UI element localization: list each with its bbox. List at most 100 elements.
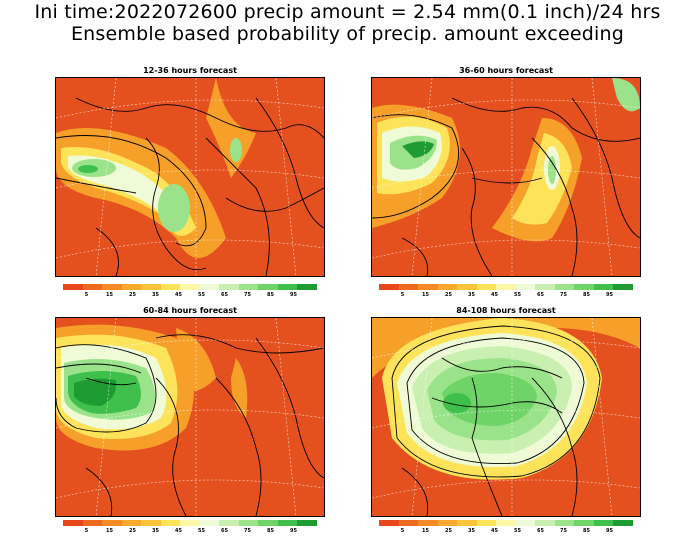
panel-title: 12-36 hours forecast <box>143 66 237 75</box>
colorbar-segment <box>219 520 239 526</box>
colorbar-segment <box>180 520 200 526</box>
colorbar-label: 85 <box>583 528 590 534</box>
colorbar-segment <box>613 284 633 290</box>
colorbar-segment <box>180 284 200 290</box>
colorbar-segment <box>496 284 516 290</box>
colorbar-label: 75 <box>244 528 251 534</box>
colorbar-segment <box>160 284 181 290</box>
colorbar-label: 15 <box>422 528 429 534</box>
colorbar-labels-1: 5 15 25 35 45 55 65 75 85 95 <box>75 292 305 298</box>
colorbar-labels-2: 5 15 25 35 45 55 65 75 85 95 <box>391 292 621 298</box>
colorbar-segment <box>398 284 419 290</box>
colorbar-label: 5 <box>400 528 405 534</box>
colorbar-label: 75 <box>244 292 251 298</box>
colorbar-label: 45 <box>175 528 182 534</box>
colorbar-segment <box>593 284 614 290</box>
panel-title: 60-84 hours forecast <box>143 306 237 315</box>
map-84-108 <box>371 317 641 517</box>
colorbar-segment <box>121 284 142 290</box>
colorbar-segment <box>63 284 83 290</box>
colorbar-segment <box>238 520 259 526</box>
colorbar-segment <box>457 284 477 290</box>
colorbar-segment <box>535 520 555 526</box>
colorbar-label: 95 <box>290 528 297 534</box>
title-line-2: Ensemble based probability of precip. am… <box>70 23 625 45</box>
colorbar-label: 95 <box>606 528 613 534</box>
colorbar-segment <box>379 520 399 526</box>
colorbar-segment <box>277 284 298 290</box>
colorbar-segment <box>219 284 239 290</box>
colorbar-segment <box>515 520 536 526</box>
colorbar-label: 35 <box>468 292 475 298</box>
colorbar-label: 35 <box>468 528 475 534</box>
colorbar-segment <box>277 520 298 526</box>
colorbar-label: 55 <box>198 292 205 298</box>
colorbar-label: 5 <box>84 292 89 298</box>
colorbar-label: 85 <box>267 292 274 298</box>
colorbar-label: 65 <box>221 528 228 534</box>
colorbar-label: 25 <box>445 528 452 534</box>
colorbar-label: 45 <box>175 292 182 298</box>
colorbar-labels-3: 5 15 25 35 45 55 65 75 85 95 <box>75 528 305 534</box>
colorbar-segment <box>297 284 317 290</box>
colorbar-label: 25 <box>129 528 136 534</box>
map-36-60 <box>371 77 641 277</box>
colorbar-segment <box>141 284 161 290</box>
colorbar-segment <box>102 284 122 290</box>
colorbar-segment <box>496 520 516 526</box>
colorbar-label: 55 <box>514 292 521 298</box>
colorbar-segment <box>437 520 458 526</box>
colorbar-4 <box>379 520 633 529</box>
colorbar-label: 15 <box>106 528 113 534</box>
colorbar-segment <box>102 520 122 526</box>
colorbar-segment <box>418 284 438 290</box>
colorbar-label: 25 <box>445 292 452 298</box>
colorbar-label: 65 <box>537 528 544 534</box>
colorbar-segment <box>199 520 220 526</box>
title-line-1: Ini time:2022072600 precip amount = 2.54… <box>34 1 661 23</box>
colorbar-label: 85 <box>267 528 274 534</box>
colorbar-segment <box>554 284 575 290</box>
colorbar-segment <box>82 284 103 290</box>
colorbar-label: 5 <box>400 292 405 298</box>
colorbar-label: 45 <box>491 528 498 534</box>
colorbar-label: 65 <box>221 292 228 298</box>
colorbar-segment <box>515 284 536 290</box>
colorbar-segment <box>476 520 497 526</box>
panel-title: 84-108 hours forecast <box>456 306 556 315</box>
colorbar-segment <box>199 284 220 290</box>
colorbar-label: 75 <box>560 292 567 298</box>
colorbar-label: 55 <box>514 528 521 534</box>
colorbar-label: 65 <box>537 292 544 298</box>
colorbar-segment <box>613 520 633 526</box>
colorbar-label: 45 <box>491 292 498 298</box>
colorbar-segment <box>258 284 278 290</box>
colorbar-segment <box>297 520 317 526</box>
colorbar-segment <box>418 520 438 526</box>
colorbar-segment <box>379 284 399 290</box>
map-12-36 <box>55 77 325 277</box>
colorbar-label: 55 <box>198 528 205 534</box>
colorbar-segment <box>574 284 594 290</box>
colorbar-segment <box>574 520 594 526</box>
colorbar-segment <box>535 284 555 290</box>
colorbar-label: 25 <box>129 292 136 298</box>
colorbar-label: 75 <box>560 528 567 534</box>
colorbar-label: 15 <box>106 292 113 298</box>
colorbar-segment <box>82 520 103 526</box>
colorbar-segment <box>398 520 419 526</box>
colorbar-segment <box>141 520 161 526</box>
panel-title: 36-60 hours forecast <box>459 66 553 75</box>
colorbar-segment <box>554 520 575 526</box>
colorbar-segment <box>437 284 458 290</box>
colorbar-segment <box>476 284 497 290</box>
colorbar-label: 15 <box>422 292 429 298</box>
colorbar-segment <box>593 520 614 526</box>
colorbar-label: 95 <box>606 292 613 298</box>
colorbar-segment <box>238 284 259 290</box>
colorbar-label: 85 <box>583 292 590 298</box>
colorbar-label: 35 <box>152 292 159 298</box>
colorbar-segment <box>160 520 181 526</box>
colorbar-1 <box>63 284 317 293</box>
colorbar-segment <box>63 520 83 526</box>
